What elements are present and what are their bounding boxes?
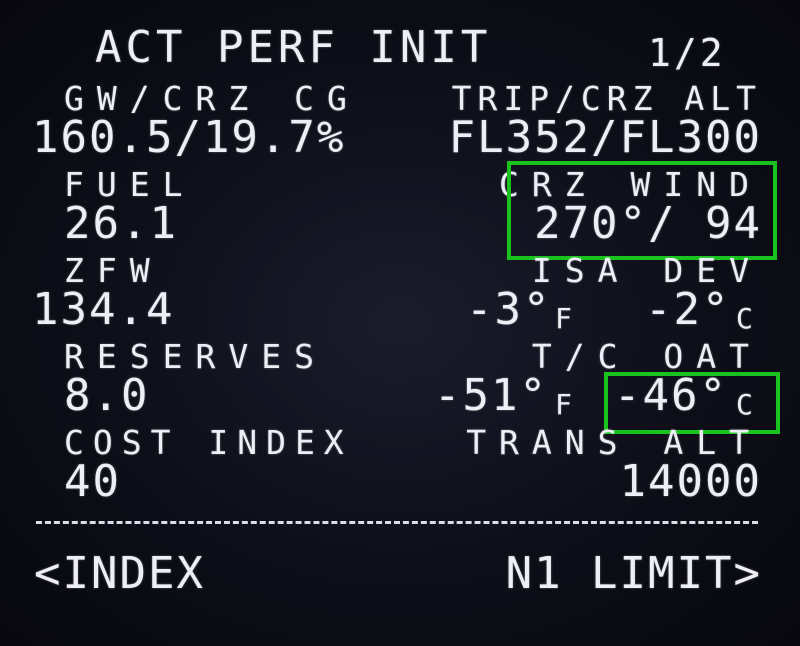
- zfw-value[interactable]: 134.4: [32, 284, 175, 335]
- isa-dev-f-value[interactable]: -3°: [466, 284, 552, 335]
- gw-crz-cg-label: GW/CRZ CG: [64, 79, 360, 118]
- trip-crz-alt-value[interactable]: FL352/FL300: [448, 112, 762, 163]
- reserves-value[interactable]: 8.0: [64, 370, 150, 421]
- dashed-divider: [36, 521, 758, 524]
- reserves-label: RESERVES: [64, 337, 327, 376]
- page-number: 1/2: [648, 31, 726, 75]
- crz-wind-highlight-box: [507, 161, 777, 260]
- isa-dev-c-unit: C: [736, 302, 753, 335]
- gw-crz-cg-value[interactable]: 160.5/19.7%: [32, 112, 346, 163]
- tc-oat-c-unit: C: [736, 388, 753, 421]
- tc-oat-label: T/C OAT: [531, 337, 762, 376]
- tc-oat-f-value[interactable]: -51°: [434, 370, 548, 421]
- index-prompt[interactable]: <INDEX: [34, 548, 205, 599]
- tc-oat-c-value[interactable]: -46°: [614, 370, 728, 421]
- n1-limit-prompt[interactable]: N1 LIMIT>: [505, 548, 762, 599]
- trans-alt-value[interactable]: 14000: [619, 456, 762, 507]
- cost-index-label: COST INDEX: [64, 423, 353, 462]
- isa-dev-c-value[interactable]: -2°: [645, 284, 731, 335]
- zfw-label: ZFW: [64, 251, 163, 290]
- isa-dev-f-unit: F: [555, 302, 572, 335]
- trans-alt-label: TRANS ALT: [466, 423, 762, 462]
- tc-oat-highlight-box: [604, 372, 780, 434]
- crz-wind-label: CRZ WIND: [499, 165, 762, 204]
- fuel-value[interactable]: 26.1: [64, 198, 178, 249]
- tc-oat-f-unit: F: [555, 388, 572, 421]
- page-title: ACT PERF INIT: [95, 22, 492, 73]
- cost-index-value[interactable]: 40: [64, 456, 121, 507]
- isa-dev-label: ISA DEV: [531, 251, 762, 290]
- fuel-label: FUEL: [64, 165, 196, 204]
- crz-wind-value[interactable]: 270°/ 94: [534, 198, 762, 249]
- trip-crz-alt-label: TRIP/CRZ ALT: [451, 79, 762, 118]
